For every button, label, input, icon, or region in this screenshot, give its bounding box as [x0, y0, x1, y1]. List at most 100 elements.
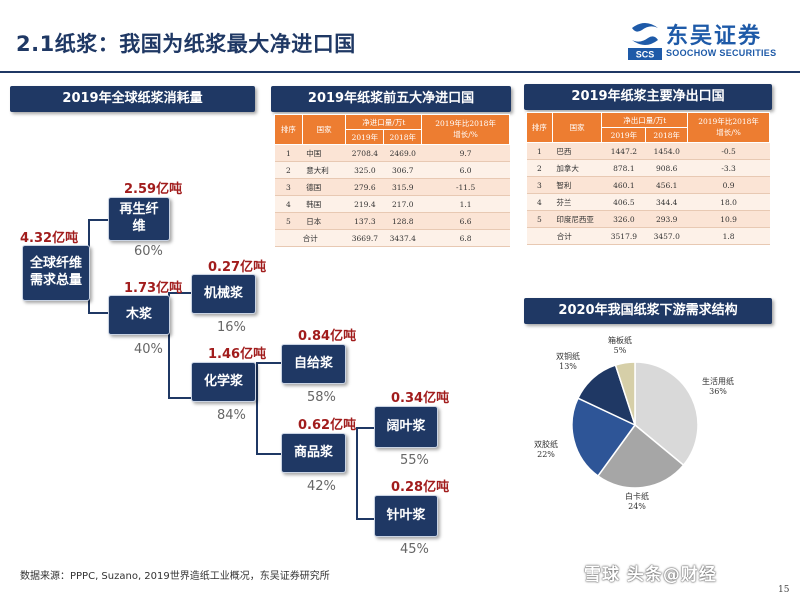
mechanical-pct: 16%	[217, 320, 246, 335]
value-2019-cell: 219.4	[345, 195, 384, 213]
data-source-note: 数据来源：PPPC, Suzano, 2019世界造纸工业概况，东吴证券研究所	[20, 571, 330, 582]
value-2018-cell: 2469.0	[383, 144, 422, 162]
connector-total-bottom	[88, 312, 108, 314]
node-hardwood-pulp: 阔叶浆	[374, 406, 438, 448]
pie-slice	[596, 423, 685, 489]
value-2018-cell: 344.4	[645, 193, 688, 211]
softwood-pct: 45%	[400, 542, 429, 557]
pie-slice	[614, 361, 636, 426]
table-row: 2 意大利 325.0 306.7 6.0	[274, 161, 510, 179]
pie-slice-pct: 22%	[537, 449, 555, 459]
col-country-header: 国家	[551, 112, 603, 143]
value-2019-cell: 279.6	[345, 178, 384, 196]
country-cell: 加拿大	[552, 159, 602, 177]
connector-market	[356, 427, 358, 519]
total-row: 合计 3669.7 3437.4 6.8	[274, 229, 510, 247]
country-cell: 日本	[302, 212, 346, 230]
col-net-import-header: 净进口量/万t	[345, 114, 423, 130]
growth-cell: 10.9	[687, 210, 770, 228]
table-row: 3 德国 279.6 315.9 -11.5	[274, 178, 510, 196]
demand-structure-pie-chart	[571, 361, 699, 489]
pie-slice	[634, 361, 699, 467]
growth-cell: 6.6	[421, 212, 510, 230]
value-2018-cell: 293.9	[645, 210, 688, 228]
total-growth-cell: 1.8	[687, 227, 770, 245]
total-label-cell: 合计	[526, 227, 602, 245]
country-cell: 德国	[302, 178, 346, 196]
pie-slice-name: 双铜纸	[556, 352, 580, 361]
node-wood-pulp-label: 木浆	[125, 306, 152, 322]
col-growth-header-text: 2019年比2018年增长/%	[435, 119, 496, 139]
col-country-header: 国家	[301, 114, 347, 145]
col-2019-header: 2019年	[345, 129, 385, 145]
node-softwood-pulp-label: 针叶浆	[386, 507, 426, 523]
recycled-value: 2.59亿吨	[124, 182, 183, 197]
pie-header: 2020年我国纸浆下游需求结构	[524, 298, 772, 324]
value-2018-cell: 306.7	[383, 161, 422, 179]
growth-cell: -11.5	[421, 178, 510, 196]
mechanical-value: 0.27亿吨	[208, 260, 267, 275]
chemical-value: 1.46亿吨	[208, 347, 267, 362]
table-row: 4 芬兰 406.5 344.4 18.0	[526, 193, 770, 211]
value-2018-cell: 1454.0	[645, 142, 688, 160]
connector-wood-top	[168, 292, 191, 294]
col-2018-header: 2018年	[645, 127, 689, 143]
country-cell: 韩国	[302, 195, 346, 213]
value-2018-cell: 456.1	[645, 176, 688, 194]
rank-cell: 1	[526, 142, 553, 160]
exporters-table: 排序 国家 净出口量/万t 2019年比2018年增长/% 2019年 2018…	[526, 112, 770, 245]
importers-header: 2019年纸浆前五大净进口国	[271, 86, 511, 112]
rank-cell: 4	[274, 195, 303, 213]
market-pct: 42%	[307, 479, 336, 494]
connector-chemical	[256, 362, 258, 454]
growth-cell: 1.1	[421, 195, 510, 213]
table-row: 5 日本 137.3 128.8 6.6	[274, 212, 510, 230]
table-row: 4 韩国 219.4 217.0 1.1	[274, 195, 510, 213]
pie-slice-label: 白卡纸 24%	[625, 492, 649, 511]
connector-wood-bottom	[168, 397, 191, 399]
slide-title: 2.1纸浆：我国为纸浆最大净进口国	[16, 32, 356, 56]
value-2019-cell: 878.1	[601, 159, 646, 177]
rank-cell: 3	[274, 178, 303, 196]
value-2019-cell: 325.0	[345, 161, 384, 179]
country-cell: 智利	[552, 176, 602, 194]
pie-slice-name: 白卡纸	[625, 492, 649, 501]
wood-value: 1.73亿吨	[124, 281, 183, 296]
rank-cell: 1	[274, 144, 303, 162]
connector-total-top	[88, 219, 108, 221]
col-growth-header-text: 2019年比2018年增长/%	[698, 117, 759, 137]
connector-market-top	[356, 427, 374, 429]
market-value: 0.62亿吨	[298, 418, 357, 433]
total-row: 合计 3517.9 3457.0 1.8	[526, 227, 770, 245]
node-recycled-fiber-label: 再生纤维	[119, 202, 159, 234]
company-logo: SCS 东吴证券 SOOCHOW SECURITIES	[628, 18, 793, 62]
rank-cell: 2	[274, 161, 303, 179]
node-total-demand-label: 全球纤维需求总量	[30, 256, 83, 288]
col-2019-header: 2019年	[601, 127, 647, 143]
pie-slice-name: 双胶纸	[534, 440, 558, 449]
connector-chemical-bottom	[256, 453, 281, 455]
connector-wood	[168, 292, 170, 398]
pie-slice-pct: 13%	[559, 361, 577, 371]
col-net-export-header: 净出口量/万t	[601, 112, 689, 128]
logo-english-name: SOOCHOW SECURITIES	[666, 48, 777, 58]
value-2019-cell: 137.3	[345, 212, 384, 230]
logo-mark-text: SCS	[636, 50, 655, 60]
total-2018-cell: 3437.4	[383, 229, 422, 247]
value-2018-cell: 315.9	[383, 178, 422, 196]
growth-cell: -3.3	[687, 159, 770, 177]
growth-cell: 18.0	[687, 193, 770, 211]
pie-slice-name: 箱板纸	[608, 336, 632, 345]
hardwood-pct: 55%	[400, 453, 429, 468]
self-use-pct: 58%	[307, 390, 336, 405]
pie-slice-name: 生活用纸	[702, 377, 734, 386]
softwood-value: 0.28亿吨	[391, 480, 450, 495]
consumption-header: 2019年全球纸浆消耗量	[10, 86, 255, 112]
page-number: 15	[778, 585, 790, 595]
value-2019-cell: 460.1	[601, 176, 646, 194]
node-mechanical-pulp-label: 机械浆	[203, 285, 243, 301]
table-row: 2 加拿大 878.1 908.6 -3.3	[526, 159, 770, 177]
pie-slice-label: 双胶纸 22%	[534, 440, 558, 459]
col-rank-header: 排序	[526, 112, 553, 143]
rank-cell: 5	[274, 212, 303, 230]
